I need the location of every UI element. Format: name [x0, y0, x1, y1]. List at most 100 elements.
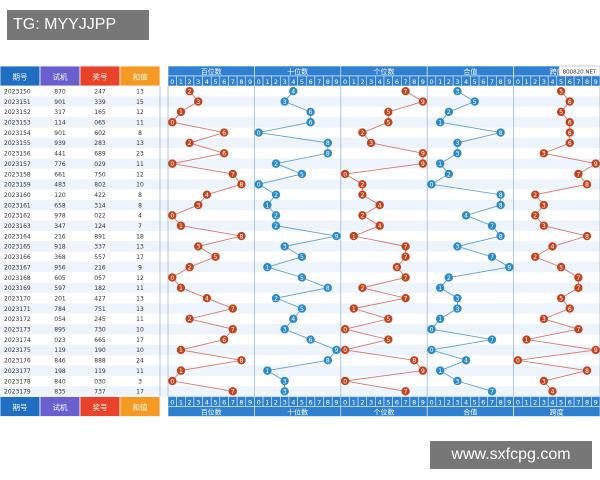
table-cell: 17 [136, 389, 144, 396]
digit-ball-label: 0 [343, 378, 347, 385]
digit-ball [531, 190, 540, 199]
table-cell: 182 [94, 285, 106, 292]
table-cell: 7 [138, 223, 142, 230]
row-stripe [0, 365, 600, 376]
digit-ball-label: 1 [179, 368, 183, 375]
digit-header: 9 [594, 78, 598, 86]
digit-ball [418, 159, 428, 168]
digit-header: 7 [490, 399, 494, 407]
table-cell: 2023151 [4, 99, 31, 106]
digit-ball [168, 211, 177, 220]
table-cell: 2023163 [4, 223, 31, 230]
table-cell: 2023171 [4, 306, 31, 313]
digit-ball [306, 335, 315, 344]
table-cell: 12 [136, 109, 144, 116]
digit-ball [401, 387, 410, 396]
digit-ball-label: 7 [231, 327, 235, 334]
digit-header: 2 [447, 78, 451, 86]
digit-header: 8 [326, 399, 330, 407]
digit-ball [496, 200, 505, 210]
table-cell: 201 [54, 295, 66, 302]
digit-ball-label: 2 [188, 316, 192, 323]
digit-ball [332, 345, 341, 355]
digit-ball [487, 335, 497, 344]
table-cell: 11 [136, 368, 144, 375]
table-cell: 750 [94, 171, 106, 178]
digit-ball-label: 3 [283, 244, 287, 251]
digit-ball-label: 3 [456, 244, 460, 251]
digit-ball-label: 2 [274, 192, 278, 199]
digit-header: 4 [205, 399, 209, 407]
digit-ball [185, 314, 194, 324]
digit-ball-label: 2 [360, 130, 364, 137]
digit-header: 2 [274, 399, 278, 407]
table-cell: 483 [54, 182, 66, 189]
digit-ball-label: 2 [360, 192, 364, 199]
digit-ball-label: 6 [309, 337, 313, 344]
row-stripe [0, 324, 600, 335]
digit-header: 0 [429, 399, 433, 407]
digit-ball [185, 86, 194, 96]
digit-ball-label: 5 [300, 306, 304, 313]
digit-ball-label: 0 [430, 327, 434, 334]
table-cell: 11 [136, 285, 144, 292]
digit-header: 0 [170, 399, 174, 407]
digit-ball-label: 7 [490, 223, 494, 230]
digit-header: 2 [447, 399, 451, 407]
digit-ball-label: 8 [412, 358, 416, 365]
digit-ball [168, 159, 177, 168]
table-cell: 13 [136, 295, 144, 302]
digit-ball-label: 2 [533, 213, 537, 220]
digit-ball-label: 1 [265, 368, 269, 375]
digit-ball-label: 0 [170, 161, 174, 168]
digit-ball [410, 356, 419, 365]
table-cell: 689 [94, 151, 106, 158]
digit-ball-label: 9 [421, 368, 425, 375]
digit-header: 1 [352, 78, 356, 86]
digit-ball [271, 293, 281, 303]
digit-header: 5 [473, 399, 477, 407]
digit-ball-label: 2 [447, 275, 451, 282]
digit-ball-label: 1 [179, 347, 183, 354]
digit-ball [323, 138, 333, 148]
table-cell: 2023179 [4, 389, 31, 396]
digit-ball-label: 5 [386, 337, 390, 344]
digit-ball-label: 0 [170, 120, 174, 127]
digit-ball-label: 4 [378, 202, 382, 209]
trend-line-3 [430, 90, 511, 392]
digit-ball [444, 169, 453, 179]
digit-ball-label: 0 [170, 378, 174, 385]
digit-ball [582, 180, 592, 189]
table-cell: 2023172 [4, 316, 31, 323]
digit-header: 2 [360, 399, 364, 407]
table-cell: 17 [136, 254, 144, 261]
digit-ball [531, 252, 540, 261]
digit-header: 3 [283, 78, 287, 86]
table-cell: 10 [136, 182, 144, 189]
digit-ball-label: 0 [257, 130, 261, 137]
digit-ball [280, 242, 289, 251]
digit-header: 5 [386, 78, 390, 86]
digit-ball [375, 221, 384, 230]
table-cell: 918 [54, 244, 66, 251]
table-cell: 2023169 [4, 285, 31, 292]
digit-ball-label: 3 [369, 140, 373, 147]
table-cell: 114 [54, 120, 66, 127]
digit-header: 4 [378, 399, 382, 407]
digit-ball-label: 2 [360, 182, 364, 189]
digit-ball-label: 0 [516, 358, 520, 365]
digit-ball-label: 3 [196, 202, 200, 209]
digit-ball-label: 8 [240, 358, 244, 365]
digit-ball-label: 0 [430, 347, 434, 354]
digit-ball [366, 138, 376, 148]
table-cell: 337 [94, 244, 106, 251]
digit-ball-label: 7 [404, 254, 408, 261]
digit-ball-label: 4 [551, 244, 555, 251]
table-cell: 022 [94, 213, 106, 220]
digit-ball-label: 5 [559, 264, 563, 271]
digit-ball-label: 7 [404, 244, 408, 251]
digit-header: 7 [231, 78, 235, 86]
digit-header: 0 [257, 399, 261, 407]
digit-ball-label: 1 [438, 368, 442, 375]
digit-ball [306, 118, 315, 127]
